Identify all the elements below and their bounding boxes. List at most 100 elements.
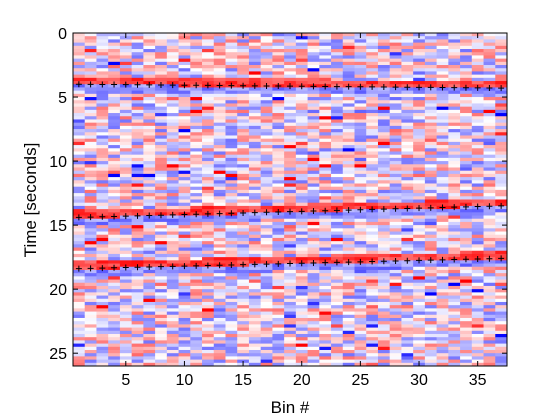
heatmap-cell: [84, 349, 97, 354]
heatmap-cell: [389, 119, 402, 124]
heatmap-cell: [460, 263, 473, 268]
heatmap-cell: [483, 199, 496, 204]
heatmap-cell: [413, 151, 426, 156]
heatmap-cell: [448, 333, 461, 338]
heatmap-cell: [166, 218, 179, 223]
heatmap-cell: [225, 282, 238, 287]
heatmap-cell: [295, 161, 308, 165]
heatmap-cell: [237, 132, 250, 136]
heatmap-cell: [202, 253, 215, 258]
heatmap-cell: [73, 292, 86, 296]
heatmap-cell: [495, 170, 508, 175]
heatmap-cell: [460, 340, 473, 344]
heatmap-cell: [284, 266, 297, 271]
heatmap-cell: [202, 157, 215, 162]
heatmap-cell: [260, 135, 273, 140]
heatmap-cell: [119, 151, 133, 156]
heatmap-cell: [331, 311, 344, 316]
heatmap-cell: [401, 333, 414, 338]
heatmap-cell: [295, 244, 308, 248]
heatmap-cell: [108, 301, 121, 306]
heatmap-cell: [202, 247, 215, 252]
heatmap-cell: [389, 250, 402, 255]
heatmap-cell: [342, 221, 355, 226]
heatmap-cell: [143, 359, 156, 364]
heatmap-cell: [354, 68, 367, 72]
heatmap-cell: [84, 100, 97, 104]
heatmap-cell: [295, 65, 308, 69]
heatmap-cell: [389, 247, 402, 252]
heatmap-cell: [202, 122, 215, 127]
heatmap-cell: [202, 103, 215, 108]
heatmap-cell: [248, 244, 262, 248]
heatmap-cell: [272, 199, 285, 204]
heatmap-cell: [413, 65, 426, 69]
heatmap-cell: [237, 295, 250, 300]
heatmap-cell: [389, 244, 402, 248]
heatmap-cell: [319, 301, 332, 306]
heatmap-cell: [460, 228, 473, 232]
heatmap-cell: [366, 244, 379, 248]
heatmap-cell: [213, 314, 226, 319]
heatmap-cell: [448, 327, 461, 332]
heatmap-cell: [389, 183, 402, 188]
heatmap-cell: [448, 209, 461, 213]
heatmap-cell: [436, 161, 449, 165]
heatmap-cell: [178, 154, 191, 159]
heatmap-cell: [202, 260, 215, 264]
heatmap-cell: [73, 349, 86, 354]
heatmap-cell: [260, 346, 273, 351]
heatmap-cell: [436, 119, 449, 124]
heatmap-cell: [225, 65, 238, 69]
heatmap-cell: [436, 42, 449, 47]
heatmap-cell: [389, 36, 402, 40]
heatmap-cell: [96, 295, 109, 300]
heatmap-cell: [495, 212, 508, 216]
heatmap-cell: [155, 269, 168, 274]
band-2-marker: [439, 204, 446, 211]
heatmap-cell: [401, 151, 414, 156]
heatmap-cell: [213, 311, 226, 316]
heatmap-cell: [143, 119, 156, 124]
heatmap-cell: [84, 58, 97, 63]
heatmap-cell: [295, 122, 308, 127]
heatmap-cell: [225, 90, 238, 95]
heatmap-cell: [424, 289, 438, 293]
heatmap-cell: [295, 340, 308, 344]
heatmap-cell: [331, 337, 344, 341]
heatmap-cell: [284, 33, 297, 37]
heatmap-cell: [155, 362, 168, 367]
heatmap-cell: [377, 74, 391, 79]
heatmap-cell: [143, 340, 156, 344]
heatmap-cell: [96, 97, 109, 101]
heatmap-cell: [272, 81, 285, 85]
band-1-marker: [310, 83, 317, 90]
heatmap-cell: [84, 282, 97, 287]
heatmap-cell: [401, 42, 414, 47]
heatmap-cell: [342, 333, 355, 338]
heatmap-cell: [96, 87, 109, 92]
heatmap-cell: [307, 308, 320, 312]
heatmap-cell: [401, 100, 414, 104]
heatmap-cell: [331, 55, 344, 60]
heatmap-cell: [73, 196, 86, 200]
heatmap-cell: [448, 170, 461, 175]
heatmap-cell: [248, 346, 262, 351]
heatmap-cell: [389, 273, 402, 277]
heatmap-cell: [272, 231, 285, 236]
heatmap-cell: [483, 237, 496, 242]
heatmap-cell: [202, 346, 215, 351]
heatmap-cell: [237, 244, 250, 248]
heatmap-cell: [248, 148, 262, 152]
heatmap-cell: [401, 193, 414, 197]
heatmap-cell: [471, 42, 484, 47]
band-3-marker: [404, 257, 411, 264]
heatmap-cell: [202, 324, 215, 328]
heatmap-cell: [190, 340, 203, 344]
heatmap-cell: [96, 221, 109, 226]
heatmap-cell: [272, 106, 285, 111]
heatmap-cell: [424, 276, 438, 280]
heatmap-cell: [377, 167, 391, 172]
heatmap-cell: [448, 324, 461, 328]
heatmap-cell: [483, 125, 496, 130]
